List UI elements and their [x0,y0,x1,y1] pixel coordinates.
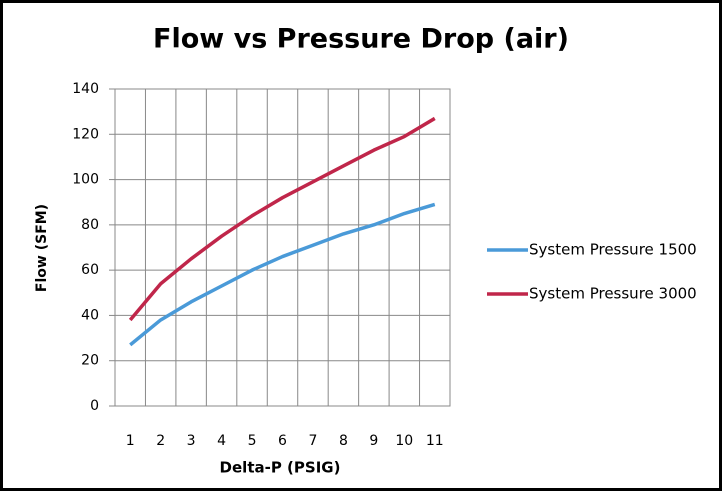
plot-border [114,88,451,407]
series-line [128,116,436,322]
x-tick-label: 1 [126,433,135,449]
x-tick-label: 8 [339,433,348,449]
x-tick-label: 11 [426,433,444,449]
x-tick-label: 3 [187,433,196,449]
x-tick-label: 7 [308,433,317,449]
x-tick-label: 4 [217,433,226,449]
y-tick-label: 20 [81,353,99,369]
x-tick-label: 10 [395,433,413,449]
y-tick-label: 40 [81,307,99,323]
chart-title: Flow vs Pressure Drop (air) [153,24,569,55]
series-line [129,202,436,347]
x-tick-label: 2 [156,433,165,449]
y-tick-label: 60 [81,262,99,278]
y-tick-label: 100 [72,172,99,188]
y-tick-label: 80 [81,217,99,233]
x-tick-label: 6 [278,433,287,449]
x-axis-label: Delta-P (PSIG) [220,459,341,477]
y-axis-label: Flow (SFM) [34,204,50,292]
x-tick-label: 9 [369,433,378,449]
x-tick-label: 5 [248,433,257,449]
legend-label: System Pressure 1500 [529,241,697,259]
legend-label: System Pressure 3000 [529,285,697,303]
y-tick-label: 140 [72,81,99,97]
y-tick-label: 0 [90,398,99,414]
y-tick-label: 120 [72,126,99,142]
